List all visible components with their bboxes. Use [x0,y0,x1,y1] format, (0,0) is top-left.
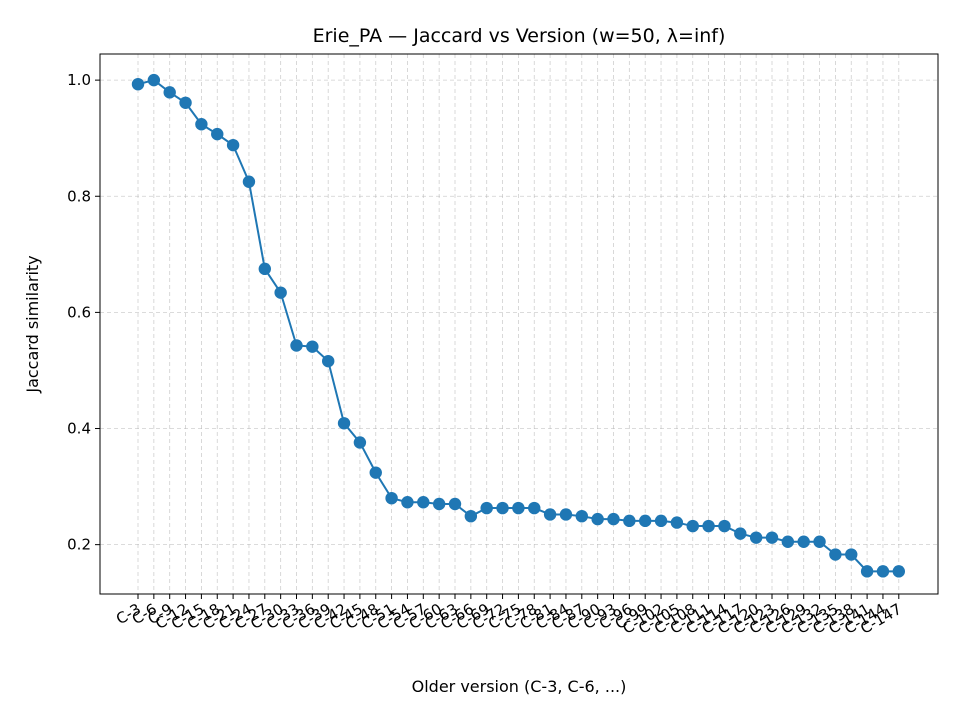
data-point [226,138,240,152]
data-point [528,501,541,515]
data-point [845,548,858,561]
data-point [417,496,430,509]
chart-title: Erie_PA — Jaccard vs Version (w=50, λ=in… [313,25,726,47]
y-axis: 0.2 0.4 0.6 0.8 1.0 [67,71,100,554]
data-point [860,565,874,578]
data-point [306,340,319,353]
data-point [686,519,699,533]
data-point [147,73,161,87]
data-point [813,535,826,548]
data-point [829,548,842,561]
data-point [163,86,176,99]
series-layer [131,73,905,578]
data-point [670,516,684,529]
x-axis-title: Older version (C-3, C-6, ...) [412,677,627,696]
data-point [290,339,303,352]
data-point [781,535,795,548]
data-point [575,509,588,523]
data-point [131,77,145,91]
data-point [401,496,414,509]
data-point [559,508,573,521]
data-point [765,531,779,544]
data-point [734,527,747,540]
data-point [464,509,478,523]
data-point [242,175,256,188]
data-point [749,531,763,544]
y-tick-label: 0.6 [67,303,91,321]
y-axis-title: Jaccard similarity [23,255,42,393]
data-point [496,501,509,515]
data-point [543,508,557,521]
data-point [258,262,271,276]
data-point [512,501,525,515]
y-tick-label: 1.0 [67,71,91,89]
data-point [892,565,905,578]
data-point [639,514,652,528]
y-tick-label: 0.2 [67,536,91,554]
data-point [480,501,493,515]
data-point [337,417,351,430]
data-point [702,519,715,533]
data-point [274,286,287,299]
data-point [195,118,208,131]
data-point [718,519,731,533]
data-point [322,354,335,368]
data-point [211,127,224,141]
data-point [385,491,398,505]
x-axis: C-3C-6C-9C-12C-15C-18C-21C-24C-27C-30C-3… [113,594,905,638]
y-tick-label: 0.8 [67,187,91,205]
data-point [353,436,367,449]
plot-frame [99,53,939,595]
data-point [876,565,890,578]
data-point [591,512,604,526]
y-tick-label: 0.4 [67,420,91,438]
data-point [654,514,668,528]
data-point [432,497,446,511]
data-point [179,96,192,109]
data-point [797,535,810,548]
data-point [607,512,620,526]
data-point [369,466,382,479]
data-point [623,514,636,528]
data-point [448,497,462,511]
